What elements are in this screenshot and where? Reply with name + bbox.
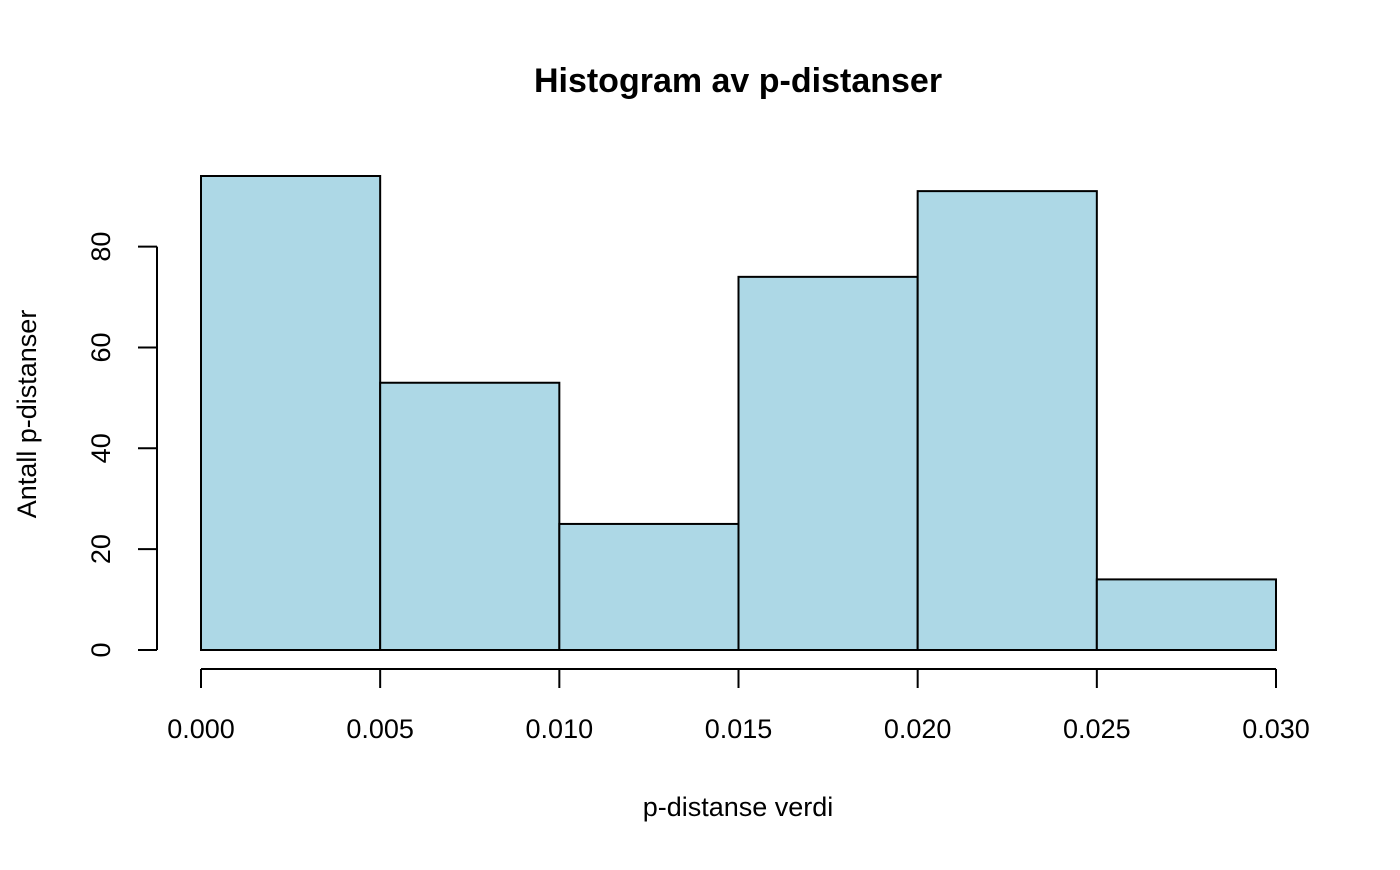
x-tick-label-7: 0.030 — [1242, 714, 1310, 744]
y-axis-label: Antall p-distanser — [12, 310, 42, 519]
histogram-bar-1 — [200, 175, 382, 651]
x-tick-label-4: 0.015 — [705, 714, 773, 744]
x-tick-label-3: 0.010 — [526, 714, 594, 744]
x-tick-label-5: 0.020 — [884, 714, 952, 744]
histogram-bar-4 — [737, 275, 919, 651]
bars-layer — [200, 175, 1278, 651]
y-tick-label-4: 60 — [86, 332, 116, 362]
y-axis: 0 20 40 60 80 — [86, 232, 158, 658]
x-tick-label-1: 0.000 — [167, 714, 235, 744]
x-tick-label-6: 0.025 — [1063, 714, 1131, 744]
y-tick-label-5: 80 — [86, 232, 116, 262]
chart-title: Histogram av p-distanser — [534, 62, 942, 100]
y-tick-label-1: 0 — [86, 642, 116, 657]
y-tick-label-3: 40 — [86, 433, 116, 463]
y-tick-label-2: 20 — [86, 534, 116, 564]
histogram-bar-5 — [916, 190, 1098, 651]
x-tick-label-2: 0.005 — [346, 714, 414, 744]
histogram-bar-6 — [1095, 578, 1278, 651]
x-axis-label: p-distanse verdi — [643, 792, 834, 822]
histogram-bar-2 — [379, 381, 561, 651]
x-axis: 0.000 0.005 0.010 0.015 0.020 0.025 0.030 — [167, 668, 1310, 744]
histogram-bar-3 — [558, 522, 740, 651]
